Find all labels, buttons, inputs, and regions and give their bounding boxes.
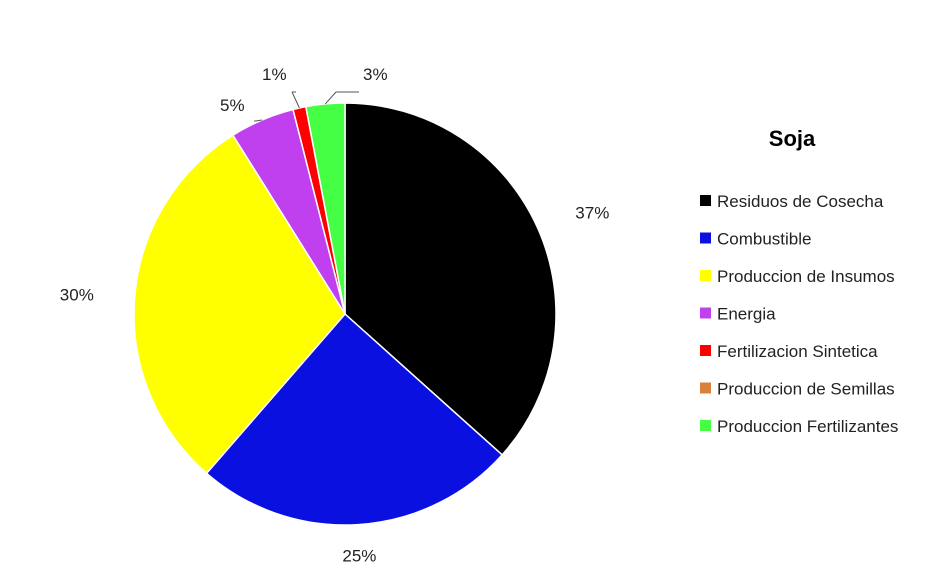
pie-slice-combustible bbox=[205, 312, 504, 526]
legend-item-energia: Energia bbox=[700, 305, 776, 324]
legend-label-residuos-de-cosecha: Residuos de Cosecha bbox=[717, 192, 884, 211]
slice-label-fertilizacion-sintetica: 1% bbox=[262, 65, 287, 84]
slice-label-produccion-de-insumos: 30% bbox=[60, 286, 94, 305]
legend-item-combustible: Combustible bbox=[700, 230, 812, 249]
slice-label-combustible: 25% bbox=[342, 547, 376, 566]
slice-label-produccion-fertilizantes: 3% bbox=[363, 65, 388, 84]
chart-title: Soja bbox=[769, 126, 816, 151]
legend-swatch-combustible bbox=[700, 232, 711, 244]
pie-slice-produccion-de-insumos bbox=[133, 134, 346, 475]
legend-label-produccion-fertilizantes: Produccion Fertilizantes bbox=[717, 417, 898, 436]
legend-label-produccion-de-insumos: Produccion de Insumos bbox=[717, 267, 895, 286]
legend: Residuos de Cosecha Combustible Produccion… bbox=[700, 192, 898, 436]
leader-lines bbox=[254, 91, 359, 122]
leader-line-energia bbox=[255, 119, 263, 122]
legend-item-produccion-fertilizantes: Produccion Fertilizantes bbox=[700, 417, 898, 436]
legend-label-produccion-de-semillas: Produccion de Semillas bbox=[717, 380, 895, 399]
legend-item-produccion-de-insumos: Produccion de Insumos bbox=[700, 267, 895, 286]
slice-label-residuos-de-cosecha: 37% bbox=[575, 204, 609, 223]
legend-label-combustible: Combustible bbox=[717, 230, 812, 249]
pie-slices bbox=[133, 102, 557, 526]
slice-label-energia: 5% bbox=[220, 96, 245, 115]
slice-labels: 37% 25% 30% 5% 1% 3% bbox=[60, 65, 610, 566]
legend-swatch-fertilizacion-sintetica bbox=[700, 345, 711, 356]
legend-item-fertilizacion-sintetica: Fertilizacion Sintetica bbox=[700, 342, 878, 361]
legend-swatch-produccion-de-insumos bbox=[700, 270, 711, 281]
legend-swatch-residuos-de-cosecha bbox=[700, 195, 711, 206]
leader-line-produccion-fertilizantes bbox=[324, 91, 337, 105]
legend-swatch-produccion-fertilizantes bbox=[700, 420, 711, 431]
legend-swatch-energia bbox=[700, 307, 711, 319]
legend-swatch-produccion-de-semillas bbox=[700, 382, 711, 394]
leader-line-fertilizacion-sintetica bbox=[291, 91, 300, 109]
legend-label-energia: Energia bbox=[717, 305, 776, 324]
legend-label-fertilizacion-sintetica: Fertilizacion Sintetica bbox=[717, 342, 878, 361]
legend-item-produccion-de-semillas: Produccion de Semillas bbox=[700, 380, 895, 399]
legend-item-residuos-de-cosecha: Residuos de Cosecha bbox=[700, 192, 884, 211]
pie-slice-residuos-de-cosecha bbox=[344, 102, 557, 456]
